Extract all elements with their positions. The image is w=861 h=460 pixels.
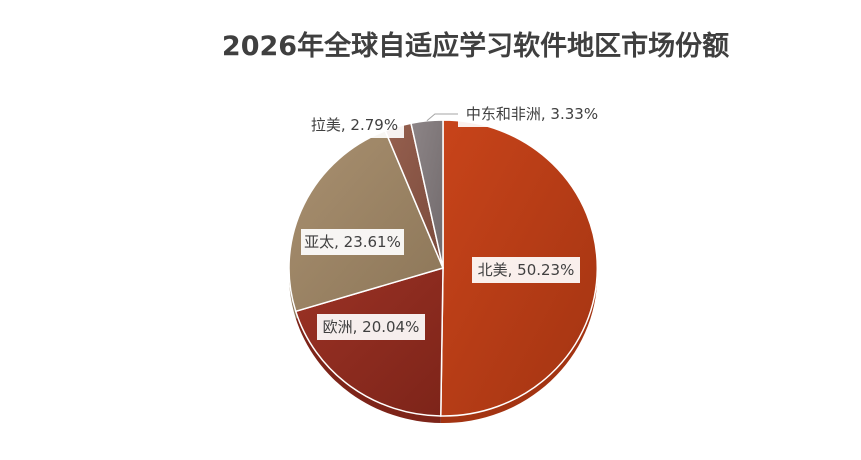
data-label-0: 北美, 50.23% (478, 261, 575, 279)
data-label-box-1 (317, 314, 425, 340)
pie-slice-2 (288, 129, 445, 313)
data-label-box-3 (305, 112, 404, 138)
chart-title: 2026年全球自适应学习软件地区市场份额 (221, 31, 730, 62)
data-label-1: 欧洲, 20.04% (323, 318, 420, 336)
data-label-box-0 (472, 257, 580, 283)
data-label-2: 亚太, 23.61% (304, 233, 401, 251)
data-label-box-4 (458, 101, 606, 127)
pie-labels: 北美, 50.23% 欧洲, 20.04% 亚太, 23.61% 拉美, 2.79% 中… (301, 101, 606, 340)
data-label-3: 拉美, 2.79% (311, 116, 398, 134)
data-label-4: 中东和非洲, 3.33% (466, 105, 598, 123)
leader-line-4 (426, 113, 458, 122)
data-label-box-2 (301, 229, 404, 255)
pie-slice-1 (294, 266, 444, 417)
